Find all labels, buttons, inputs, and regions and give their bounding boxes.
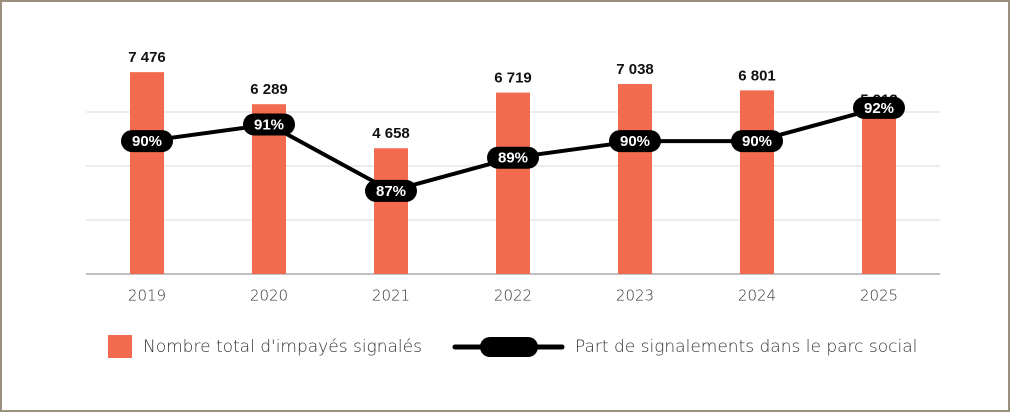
point-value-label: 89% <box>498 150 528 167</box>
point-pill <box>731 130 783 153</box>
bar <box>374 148 408 274</box>
bar <box>496 92 530 274</box>
legend-label: Nombre total d'impayés signalés <box>143 337 422 357</box>
point-value-label: 92% <box>864 100 894 117</box>
point-value-label: 87% <box>376 183 406 200</box>
bar <box>740 90 774 274</box>
legend-pill <box>480 337 538 357</box>
bar-value-label: 6 289 <box>250 81 288 98</box>
x-tick-label: 2021 <box>372 287 410 305</box>
bar-value-label: 6 801 <box>738 67 776 84</box>
point-value-label: 91% <box>254 116 284 133</box>
x-tick-label: 2020 <box>250 287 288 305</box>
point-pill <box>365 179 417 202</box>
legend-label: Part de signalements dans le parc social <box>575 337 917 357</box>
point-pill <box>487 146 539 169</box>
legend-swatch <box>108 335 132 358</box>
point-value-label: 90% <box>742 133 772 150</box>
bar-value-label: 7 476 <box>128 49 166 66</box>
bar-value-label: 7 038 <box>616 61 654 78</box>
bar <box>130 72 164 274</box>
bar-value-label: 6 719 <box>494 70 532 87</box>
x-tick-label: 2022 <box>494 287 532 305</box>
point-pill <box>121 130 173 153</box>
bar <box>862 114 896 274</box>
x-tick-label: 2019 <box>128 287 166 305</box>
bar-value-label: 4 658 <box>372 125 410 142</box>
point-pill <box>243 113 295 136</box>
point-value-label: 90% <box>132 133 162 150</box>
x-tick-label: 2024 <box>738 287 776 305</box>
point-pill <box>609 130 661 153</box>
x-tick-label: 2025 <box>860 287 898 305</box>
bar <box>618 83 652 274</box>
point-value-label: 90% <box>620 133 650 150</box>
point-pill <box>853 96 905 119</box>
x-tick-label: 2023 <box>616 287 654 305</box>
